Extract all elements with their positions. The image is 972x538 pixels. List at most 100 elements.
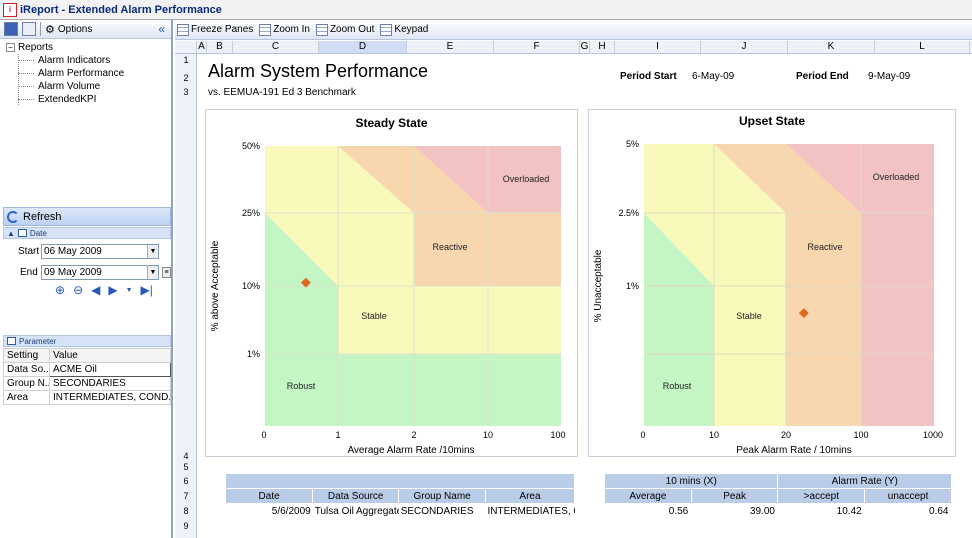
tree-item-alarm-indicators[interactable]: Alarm Indicators xyxy=(6,54,124,67)
y-tick-label: 5% xyxy=(626,139,639,149)
zone-reactive xyxy=(338,146,561,286)
steady-state-plot: 50% 25% 10% 1% 0 1 2 10 100 Average Alar… xyxy=(210,141,566,456)
zone-stable xyxy=(644,144,786,426)
start-date-field[interactable]: 06 May 2009 ▼ xyxy=(41,244,159,259)
column-header[interactable]: C xyxy=(233,41,319,53)
zone-robust xyxy=(644,144,714,426)
app-icon: i xyxy=(3,2,17,17)
main-toolbar: Freeze Panes Zoom In Zoom Out Keypad xyxy=(175,20,972,40)
column-header-average: Average xyxy=(604,488,692,504)
zoom-out-icon xyxy=(315,23,328,36)
data-point-marker[interactable] xyxy=(798,308,809,319)
column-header[interactable]: J xyxy=(701,41,788,53)
data-table-right: 10 mins (X) Alarm Rate (Y) Average Peak … xyxy=(603,473,952,519)
column-header[interactable]: B xyxy=(207,41,233,53)
zone-label-stable: Stable xyxy=(361,311,387,321)
row-header[interactable]: 5 xyxy=(183,462,189,472)
zoom-out-icon[interactable]: ⊖ xyxy=(73,283,84,297)
y-tick-label: 25% xyxy=(242,208,260,218)
dropdown-arrow-icon[interactable]: ▼ xyxy=(147,245,158,258)
tree-item-extendedkpi[interactable]: ExtendedKPI xyxy=(6,93,124,106)
row-header[interactable]: 1 xyxy=(183,55,189,65)
freeze-panes-button[interactable]: Freeze Panes xyxy=(177,23,253,36)
print-icon[interactable] xyxy=(22,22,36,36)
y-axis-label: % Unacceptable xyxy=(593,249,604,322)
upset-state-plot: 5% 2.5% 1% 0 10 20 100 1000 Peak Alarm R… xyxy=(593,139,943,456)
column-header[interactable]: H xyxy=(590,41,615,53)
zone-label-reactive: Reactive xyxy=(432,242,467,252)
table-row[interactable]: Area INTERMEDIATES, COND... xyxy=(3,390,171,405)
options-button[interactable]: ⚙ Options xyxy=(45,23,93,36)
corner-cell[interactable] xyxy=(175,41,197,53)
zoom-in-button[interactable]: Zoom In xyxy=(259,23,310,36)
column-header[interactable]: F xyxy=(494,41,580,53)
refresh-icon xyxy=(7,210,19,223)
zone-robust-lower xyxy=(338,354,561,426)
column-header[interactable]: K xyxy=(788,41,875,53)
parameter-section-header[interactable]: Parameter xyxy=(3,335,171,347)
zone-label-overloaded: Overloaded xyxy=(503,174,550,184)
row-header[interactable]: 3 xyxy=(183,87,189,97)
next-icon[interactable]: ▶ xyxy=(108,283,118,297)
x-tick-label: 10 xyxy=(709,430,719,440)
column-header[interactable]: L xyxy=(875,41,970,53)
column-header[interactable]: E xyxy=(407,41,494,53)
column-header-peak: Peak xyxy=(690,488,779,504)
row-header[interactable]: 2 xyxy=(183,73,189,83)
row-header[interactable]: 7 xyxy=(183,491,189,501)
row-header[interactable]: 8 xyxy=(183,506,189,516)
report-subtitle: vs. EEMUA-191 Ed 3 Benchmark xyxy=(208,87,356,98)
table-row[interactable]: Group N... SECONDARIES xyxy=(3,376,171,391)
setting-column-header: Setting xyxy=(3,348,50,363)
column-headers: A B C D E F G H I J K L xyxy=(175,41,972,54)
x-tick-label: 20 xyxy=(781,430,791,440)
row-header[interactable]: 9 xyxy=(183,521,189,531)
column-header-accept: >accept xyxy=(777,488,866,504)
tree-root-reports[interactable]: − Reports xyxy=(6,41,124,54)
row-header[interactable]: 6 xyxy=(183,476,189,486)
date-picker-icon[interactable]: ≡ xyxy=(162,267,171,278)
keypad-button[interactable]: Keypad xyxy=(380,23,428,36)
save-icon[interactable] xyxy=(4,22,18,36)
column-header[interactable]: G xyxy=(580,41,590,53)
gear-icon: ⚙ xyxy=(45,23,55,36)
zoom-in-icon[interactable]: ⊕ xyxy=(55,283,66,297)
x-tick-label: 100 xyxy=(853,430,868,440)
column-header[interactable]: I xyxy=(615,41,701,53)
group-header-alarm-rate: Alarm Rate (Y) xyxy=(777,473,952,489)
group-header-10mins: 10 mins (X) xyxy=(603,473,779,489)
row-headers: 1 2 3 4 5 6 7 8 9 xyxy=(175,54,197,538)
last-icon[interactable]: ▶| xyxy=(140,283,153,297)
row-header[interactable]: 4 xyxy=(183,451,189,461)
column-header[interactable]: D xyxy=(319,41,407,53)
column-header[interactable]: A xyxy=(197,41,207,53)
table-row[interactable]: Data So... ACME Oil xyxy=(3,362,171,377)
zoom-out-button[interactable]: Zoom Out xyxy=(315,23,374,36)
tree-item-alarm-volume[interactable]: Alarm Volume xyxy=(6,80,124,93)
date-section-header[interactable]: ▲ Date xyxy=(3,227,171,239)
end-date-field[interactable]: 09 May 2009 ▼ xyxy=(41,265,159,280)
zone-stable-upper xyxy=(265,146,414,286)
y-axis-label: % above Acceptable xyxy=(210,240,221,331)
upset-state-chart: Upset State 5% 2.5% 1% 0 10 20 100 1000 … xyxy=(588,109,956,457)
data-table-left: Date Data Source Group Name Area 5/6/200… xyxy=(224,473,576,519)
dropdown-arrow-icon[interactable]: ▼ xyxy=(125,286,133,294)
tree-item-alarm-performance[interactable]: Alarm Performance xyxy=(6,67,124,80)
zone-label-reactive: Reactive xyxy=(807,242,842,252)
column-header-date: Date xyxy=(224,488,314,504)
previous-icon[interactable]: ◀ xyxy=(91,283,101,297)
refresh-button[interactable]: Refresh xyxy=(3,207,171,226)
window-title: iReport - Extended Alarm Performance xyxy=(20,3,222,16)
collapse-arrow-icon: ▲ xyxy=(7,228,15,238)
collapse-pane-icon[interactable]: « xyxy=(158,22,165,36)
freeze-icon xyxy=(177,23,189,36)
collapse-node-icon[interactable]: − xyxy=(6,43,15,52)
table-row[interactable]: 0.56 39.00 10.42 0.64 xyxy=(604,503,952,519)
param-value-field[interactable]: ACME Oil xyxy=(49,362,171,377)
zone-reactive xyxy=(714,144,861,426)
x-tick-label: 1000 xyxy=(923,430,943,440)
end-label: End xyxy=(20,267,38,278)
y-tick-label: 10% xyxy=(242,281,260,291)
table-row[interactable]: 5/6/2009 Tulsa Oil Aggregate SECONDARIES… xyxy=(225,503,575,519)
dropdown-arrow-icon[interactable]: ▼ xyxy=(147,266,158,279)
